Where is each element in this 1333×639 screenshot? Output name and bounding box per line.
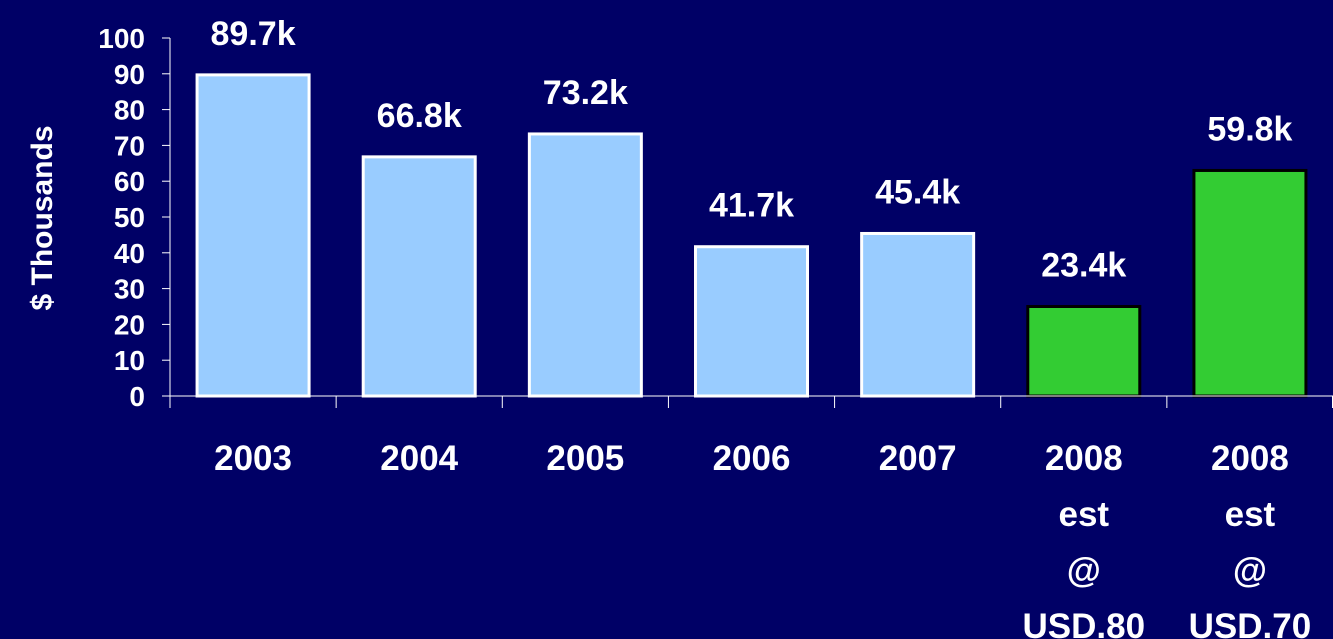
x-tick-label: 2008 [1045,439,1123,478]
y-axis-ticks: 0 10 20 30 40 50 60 70 80 90 100 [98,23,170,412]
y-tick-label: 70 [114,130,145,161]
x-tick-label: 2005 [546,439,624,478]
x-tick-label: 2006 [713,439,791,478]
y-tick-label: 10 [114,345,145,376]
axes [169,38,1333,408]
data-label: 73.2k [543,74,628,112]
bar-6 [1192,168,1308,398]
y-tick-label: 20 [114,309,145,340]
y-tick-label: 60 [114,166,145,197]
y-tick-label: 50 [114,202,145,233]
data-label: 41.7k [709,187,794,225]
y-tick-label: 0 [129,381,145,412]
bar-3 [694,245,809,398]
bars [195,73,1308,398]
bar-4 [860,231,976,398]
y-tick-label: 80 [114,95,145,126]
x-tick-label: 2004 [380,439,458,478]
x-tick-label: 2007 [879,439,957,478]
data-label: 66.8k [377,97,462,135]
bar-0 [195,73,311,398]
data-label: 23.4k [1041,247,1126,285]
y-axis-title: $ Thousands [26,125,59,310]
x-tick-label: USD.80 [1023,607,1146,639]
x-tick-label: est [1058,495,1109,534]
x-tick-label: 2008 [1211,439,1289,478]
y-tick-label: 90 [114,59,145,90]
data-label: 89.7k [211,15,296,53]
y-tick-label: 100 [98,23,145,54]
x-axis-ticks: 2003 2004 2005 2006 2007 2008 est @ USD.80 2008 es… [214,439,1311,639]
x-tick-label: 2003 [214,439,292,478]
data-label: 59.8k [1207,110,1292,148]
x-tick-label: @ [1233,551,1267,590]
data-labels: 89.7k 66.8k 73.2k 41.7k 45.4k 23.4k 59.8k [211,15,1293,285]
bar-5 [1026,305,1142,398]
x-tick-label: USD.70 [1189,607,1312,639]
y-tick-label: 30 [114,274,145,305]
data-label: 45.4k [875,173,960,211]
y-tick-label: 40 [114,238,145,269]
bar-2 [527,132,643,398]
x-tick-label: est [1225,495,1276,534]
bar-1 [361,155,477,398]
x-tick-label: @ [1067,551,1101,590]
